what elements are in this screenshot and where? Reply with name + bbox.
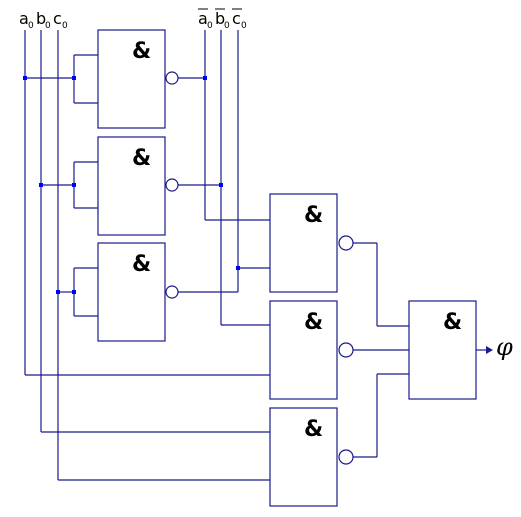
gate2-inputs <box>39 161 98 209</box>
gate-symbol: & <box>443 310 462 335</box>
neg-input-label-c: c <box>232 9 241 28</box>
gate1-2-3-outputs <box>178 76 238 293</box>
gate-symbol: & <box>304 417 323 442</box>
neg-input-sub-b: 0 <box>224 21 230 31</box>
junction <box>72 290 76 294</box>
output-label: φ <box>496 333 513 361</box>
input-rails <box>24 30 239 480</box>
gate-symbol: & <box>132 252 151 277</box>
gate3-inputs <box>56 267 98 317</box>
neg-input-label-b: b <box>215 9 225 28</box>
junction <box>23 76 27 80</box>
nand-gate-1: & <box>97 29 179 129</box>
input-labels-left: a 0 b 0 c 0 <box>19 9 68 31</box>
gate6-inputs <box>41 431 270 481</box>
junction <box>56 290 60 294</box>
gate5-inputs <box>25 324 270 376</box>
input-label-b: b <box>36 9 46 28</box>
gate4-inputs <box>205 219 270 270</box>
nand-gate-2: & <box>97 136 179 236</box>
neg-input-sub-c: 0 <box>241 21 247 31</box>
gate-symbol: & <box>304 203 323 228</box>
gate-symbol: & <box>132 39 151 64</box>
nand-gate-3: & <box>97 242 179 342</box>
final-gate-inputs <box>353 242 409 458</box>
junction <box>72 183 76 187</box>
neg-input-sub-a: 0 <box>207 21 213 31</box>
junction <box>236 266 240 270</box>
gate-symbol: & <box>304 310 323 335</box>
nand-gate-6: & <box>269 407 354 507</box>
nand-gate-5: & <box>269 300 354 400</box>
junction <box>39 183 43 187</box>
input-sub-a: 0 <box>28 21 34 31</box>
arrow-icon <box>486 346 493 354</box>
nand-gate-output: & φ <box>408 300 513 400</box>
junction <box>219 183 223 187</box>
gate1-inputs <box>23 54 98 104</box>
junction <box>72 76 76 80</box>
input-label-a: a <box>19 9 29 28</box>
input-label-c: c <box>53 9 62 28</box>
input-labels-negated: a 0 b 0 c 0 <box>198 8 247 31</box>
junction <box>203 76 207 80</box>
neg-input-label-a: a <box>198 9 208 28</box>
input-sub-b: 0 <box>45 21 51 31</box>
gate-symbol: & <box>132 146 151 171</box>
nand-gate-4: & <box>269 193 354 293</box>
input-sub-c: 0 <box>62 21 68 31</box>
